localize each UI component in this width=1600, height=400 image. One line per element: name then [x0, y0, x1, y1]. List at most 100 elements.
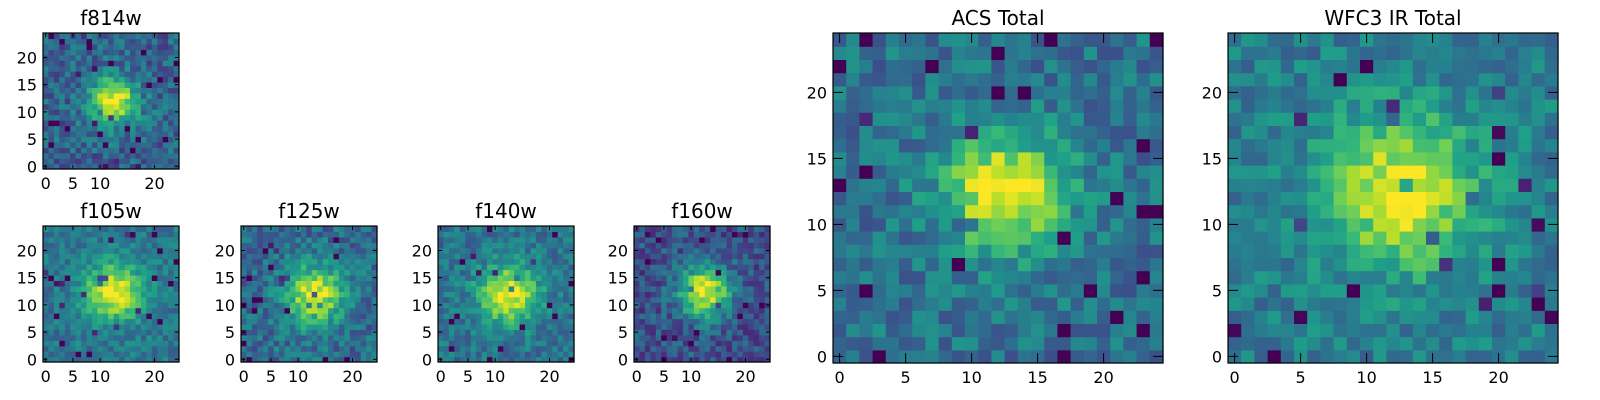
- heatmap-cell: [710, 323, 717, 330]
- heatmap-cell: [1465, 283, 1480, 298]
- heatmap-cell: [1399, 231, 1414, 245]
- heatmap-cell: [1110, 231, 1124, 245]
- heatmap-cell: [535, 269, 542, 276]
- heatmap-cell: [97, 65, 104, 72]
- heatmap-cell: [91, 274, 98, 281]
- heatmap-cell: [1267, 59, 1282, 74]
- heatmap-cell: [268, 264, 275, 271]
- y-tick-label: 0: [618, 350, 628, 369]
- heatmap-cell: [459, 291, 466, 298]
- heatmap-cell: [251, 323, 258, 330]
- heatmap-cell: [295, 307, 302, 314]
- heatmap-cell: [525, 329, 532, 336]
- heatmap-cell: [1057, 204, 1072, 219]
- heatmap-cell: [124, 54, 131, 61]
- heatmap-cell: [885, 165, 900, 179]
- heatmap-cell: [742, 329, 749, 336]
- heatmap-cell: [672, 334, 679, 341]
- heatmap-cell: [333, 329, 340, 336]
- heatmap-cell: [162, 147, 169, 154]
- heatmap-cell: [519, 356, 526, 363]
- heatmap-cell: [925, 59, 940, 74]
- heatmap-cell: [1280, 204, 1295, 219]
- heatmap-cell: [1017, 178, 1032, 192]
- heatmap-cell: [481, 253, 488, 260]
- heatmap-cell: [634, 340, 641, 347]
- heatmap-cell: [168, 264, 175, 271]
- heatmap-cell: [70, 76, 77, 83]
- heatmap-cell: [360, 258, 367, 265]
- heatmap-cell: [338, 345, 345, 352]
- heatmap-cell: [557, 258, 564, 265]
- heatmap-cell: [1373, 204, 1387, 219]
- heatmap-cell: [443, 334, 450, 341]
- heatmap-cell: [246, 291, 253, 298]
- heatmap-cell: [644, 274, 651, 281]
- heatmap-cell: [1004, 33, 1019, 47]
- heatmap-cell: [53, 356, 60, 363]
- heatmap-cell: [97, 130, 104, 137]
- heatmap-cell: [130, 264, 137, 271]
- heatmap-cell: [48, 38, 55, 45]
- heatmap-cell: [140, 130, 147, 137]
- heatmap-cell: [693, 291, 700, 298]
- heatmap-cell: [721, 307, 728, 314]
- heatmap-cell: [546, 247, 553, 254]
- heatmap-cell: [715, 356, 722, 363]
- heatmap-cell: [1228, 323, 1242, 338]
- heatmap-cell: [157, 103, 164, 110]
- heatmap-cell: [289, 318, 296, 325]
- heatmap-cell: [130, 226, 137, 233]
- heatmap-cell: [535, 351, 542, 358]
- heatmap-cell: [344, 291, 351, 298]
- heatmap-cell: [1426, 72, 1440, 87]
- heatmap-cell: [1110, 257, 1124, 272]
- heatmap-cell: [470, 291, 477, 298]
- heatmap-cell: [693, 236, 700, 243]
- heatmap-cell: [1280, 46, 1295, 60]
- heatmap-cell: [568, 253, 575, 260]
- heatmap-cell: [75, 231, 82, 238]
- heatmap-cell: [366, 226, 373, 233]
- heatmap-cell: [699, 264, 706, 271]
- heatmap-cell: [75, 71, 82, 78]
- heatmap-cell: [1333, 310, 1348, 324]
- heatmap-cell: [102, 54, 109, 61]
- heatmap-cell: [661, 318, 668, 325]
- heatmap-cell: [146, 231, 153, 238]
- heatmap-cell: [102, 92, 109, 99]
- heatmap-cell: [899, 99, 913, 113]
- heatmap-cell: [1241, 138, 1255, 153]
- heatmap-cell: [1518, 191, 1533, 206]
- heatmap-cell: [476, 334, 483, 341]
- heatmap-cell: [119, 242, 126, 249]
- heatmap-cell: [912, 138, 926, 153]
- heatmap-cell: [715, 307, 722, 314]
- heatmap-cell: [162, 302, 169, 309]
- heatmap-cell: [655, 345, 662, 352]
- heatmap-cell: [102, 163, 109, 170]
- heatmap-cell: [173, 76, 180, 83]
- heatmap-cell: [748, 258, 755, 265]
- heatmap-cell: [97, 98, 104, 105]
- heatmap-cell: [1280, 72, 1295, 87]
- heatmap-cell: [1294, 125, 1308, 140]
- heatmap-cell: [1267, 112, 1282, 126]
- heatmap-cell: [273, 307, 280, 314]
- heatmap-cell: [1017, 151, 1032, 166]
- heatmap-cell: [86, 54, 93, 61]
- heatmap-cell: [1399, 217, 1414, 232]
- heatmap-cell: [130, 280, 137, 287]
- heatmap-cell: [119, 54, 126, 61]
- heatmap-cell: [59, 236, 66, 243]
- heatmap-cell: [151, 329, 158, 336]
- heatmap-cell: [64, 158, 71, 165]
- heatmap-cell: [833, 125, 847, 140]
- heatmap-cell: [1070, 231, 1085, 245]
- x-tick-label: 5: [68, 174, 78, 193]
- heatmap-cell: [146, 71, 153, 78]
- heatmap-cell: [541, 313, 548, 320]
- heatmap-cell: [97, 285, 104, 292]
- heatmap-cell: [1280, 270, 1295, 285]
- heatmap-cell: [535, 318, 542, 325]
